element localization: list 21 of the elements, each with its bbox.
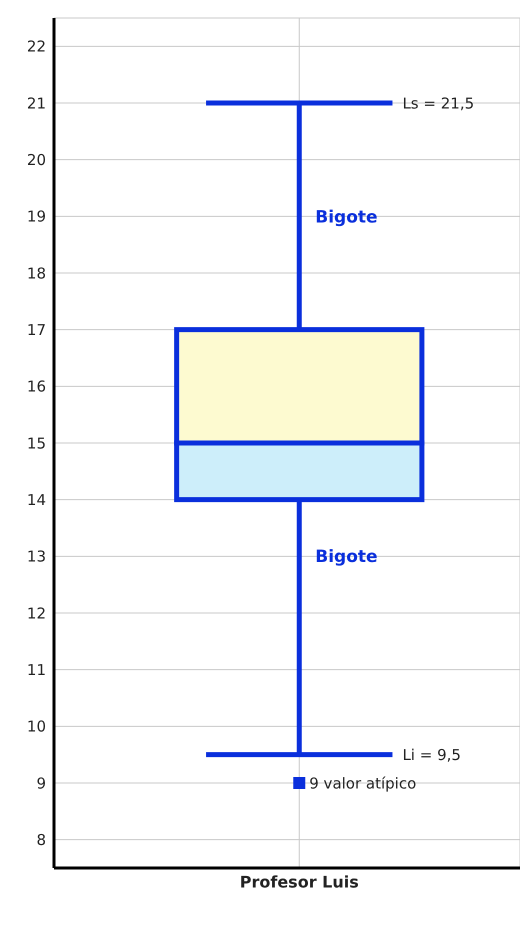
y-tick-label: 12 — [26, 604, 46, 622]
y-tick-label: 19 — [26, 208, 46, 226]
annotation: Bigote — [315, 546, 378, 567]
y-tick-label: 21 — [26, 94, 46, 112]
y-tick-label: 9 — [36, 774, 46, 792]
y-tick-label: 20 — [26, 150, 46, 169]
annotation: Bigote — [315, 207, 378, 228]
y-tick-label: 17 — [26, 320, 46, 339]
y-tick-label: 22 — [26, 38, 46, 56]
y-tick-label: 15 — [26, 434, 46, 452]
x-tick-label: Profesor Luis — [240, 872, 359, 892]
y-tick-label: 16 — [26, 378, 46, 396]
y-tick-label: 13 — [26, 548, 46, 566]
annotation: Li = 9,5 — [402, 746, 461, 764]
y-tick-label: 11 — [26, 660, 46, 679]
annotation: 9 valor atípico — [309, 774, 416, 792]
y-tick-label: 10 — [26, 718, 46, 736]
y-tick-label: 14 — [26, 490, 46, 509]
y-tick-label: 18 — [26, 264, 46, 282]
y-tick-label: 8 — [36, 830, 46, 849]
annotation: Ls = 21,5 — [402, 94, 474, 112]
